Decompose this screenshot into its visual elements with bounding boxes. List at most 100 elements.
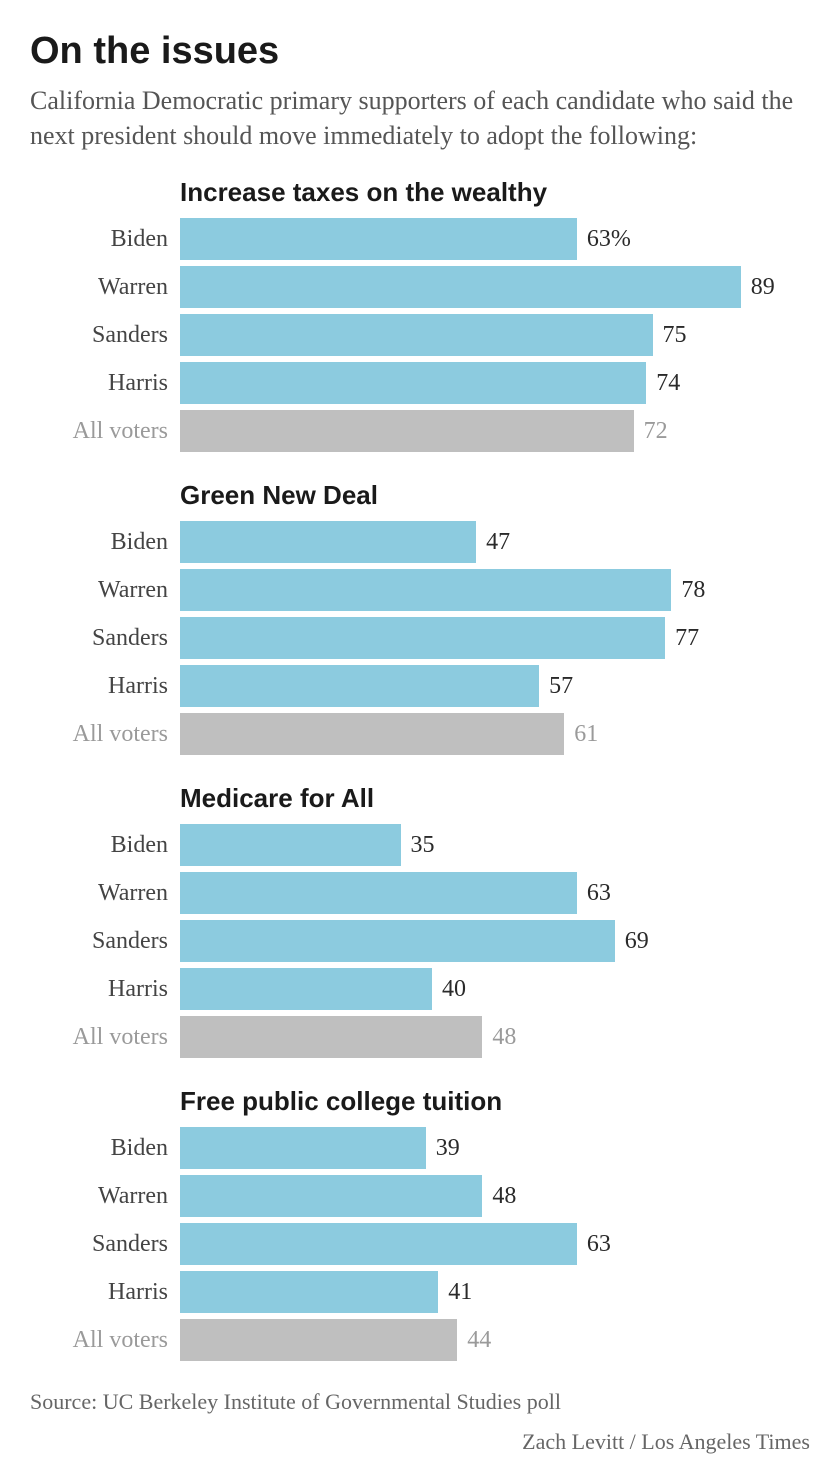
bar-row: Warren 78 xyxy=(30,569,810,611)
bar-row: All voters72 xyxy=(30,410,810,452)
bar-row: Warren 89 xyxy=(30,266,810,308)
chart-subtitle: California Democratic primary supporters… xyxy=(30,83,810,153)
bar-value: 48 xyxy=(492,1024,516,1051)
bar-label: Biden xyxy=(30,529,180,556)
bar-row: Harris 41 xyxy=(30,1271,810,1313)
bar-fill xyxy=(180,521,476,563)
bar-value: 57 xyxy=(549,673,573,700)
bar-row: Warren 63 xyxy=(30,872,810,914)
bar-row: Sanders69 xyxy=(30,920,810,962)
bar-label: Sanders xyxy=(30,322,180,349)
bar-fill xyxy=(180,362,646,404)
bar-label: Warren xyxy=(30,880,180,907)
bar-label: Sanders xyxy=(30,1231,180,1258)
bar-value: 35 xyxy=(411,832,435,859)
bar-value: 78 xyxy=(681,577,705,604)
source-line: Source: UC Berkeley Institute of Governm… xyxy=(30,1389,810,1415)
bar-fill xyxy=(180,1319,457,1361)
bar-track: 40 xyxy=(180,968,810,1010)
bar-label: Harris xyxy=(30,976,180,1003)
group-title: Green New Deal xyxy=(180,480,810,511)
bar-track: 41 xyxy=(180,1271,810,1313)
bar-track: 63% xyxy=(180,218,810,260)
bar-fill xyxy=(180,1127,426,1169)
bar-value: 63 xyxy=(587,880,611,907)
bar-value: 75 xyxy=(663,322,687,349)
bar-track: 48 xyxy=(180,1016,810,1058)
bar-track: 69 xyxy=(180,920,810,962)
bar-row: Sanders 63 xyxy=(30,1223,810,1265)
group-title: Increase taxes on the wealthy xyxy=(180,177,810,208)
bar-row: Biden 35 xyxy=(30,824,810,866)
bar-label: Warren xyxy=(30,274,180,301)
bar-label: Warren xyxy=(30,577,180,604)
chart-title: On the issues xyxy=(30,30,810,73)
bar-label: Warren xyxy=(30,1183,180,1210)
chart-group: Increase taxes on the wealthyBiden 63% War… xyxy=(30,177,810,452)
bar-track: 63 xyxy=(180,1223,810,1265)
bar-row: All voters61 xyxy=(30,713,810,755)
chart-group: Free public college tuitionBiden 39 Warren… xyxy=(30,1086,810,1361)
bar-row: Biden 39 xyxy=(30,1127,810,1169)
bar-fill xyxy=(180,617,665,659)
bar-fill xyxy=(180,665,539,707)
bar-track: 44 xyxy=(180,1319,810,1361)
bar-fill xyxy=(180,569,671,611)
bar-fill xyxy=(180,266,741,308)
bar-row: Harris 40 xyxy=(30,968,810,1010)
bar-track: 39 xyxy=(180,1127,810,1169)
bar-value: 39 xyxy=(436,1135,460,1162)
bar-label: Harris xyxy=(30,370,180,397)
bar-fill xyxy=(180,1175,482,1217)
bar-fill xyxy=(180,968,432,1010)
bar-track: 63 xyxy=(180,872,810,914)
bar-track: 74 xyxy=(180,362,810,404)
bar-value: 69 xyxy=(625,928,649,955)
bar-fill xyxy=(180,872,577,914)
bar-track: 57 xyxy=(180,665,810,707)
bar-row: Harris 57 xyxy=(30,665,810,707)
bar-row: Harris 74 xyxy=(30,362,810,404)
bar-value: 63 xyxy=(587,1231,611,1258)
chart-container: On the issues California Democratic prim… xyxy=(0,0,840,1475)
bar-track: 35 xyxy=(180,824,810,866)
bar-fill xyxy=(180,713,564,755)
bar-value: 48 xyxy=(492,1183,516,1210)
bar-label: All voters xyxy=(30,1327,180,1354)
bar-row: Sanders77 xyxy=(30,617,810,659)
bar-fill xyxy=(180,218,577,260)
bar-value: 89 xyxy=(751,274,775,301)
bar-fill xyxy=(180,314,653,356)
bar-label: Sanders xyxy=(30,625,180,652)
bar-value: 61 xyxy=(574,721,598,748)
bar-label: Biden xyxy=(30,226,180,253)
bar-track: 75 xyxy=(180,314,810,356)
bar-label: All voters xyxy=(30,1024,180,1051)
bar-row: All voters 48 xyxy=(30,1016,810,1058)
bar-row: Biden 63% xyxy=(30,218,810,260)
bar-value: 47 xyxy=(486,529,510,556)
bar-track: 72 xyxy=(180,410,810,452)
bar-track: 48 xyxy=(180,1175,810,1217)
bar-value: 63% xyxy=(587,226,631,253)
credit-line: Zach Levitt / Los Angeles Times xyxy=(30,1429,810,1455)
bar-row: Biden 47 xyxy=(30,521,810,563)
bar-track: 61 xyxy=(180,713,810,755)
bar-label: Biden xyxy=(30,832,180,859)
chart-groups: Increase taxes on the wealthyBiden63%War… xyxy=(30,177,810,1361)
bar-value: 40 xyxy=(442,976,466,1003)
bar-label: Harris xyxy=(30,1279,180,1306)
chart-group: Green New DealBiden 47 Warren 78 Sanders77 Ha… xyxy=(30,480,810,755)
group-title: Medicare for All xyxy=(180,783,810,814)
bar-value: 41 xyxy=(448,1279,472,1306)
bar-fill xyxy=(180,1271,438,1313)
bar-value: 74 xyxy=(656,370,680,397)
bar-track: 89 xyxy=(180,266,810,308)
bar-label: Biden xyxy=(30,1135,180,1162)
chart-group: Medicare for AllBiden 35 Warren 63 Sanders69… xyxy=(30,783,810,1058)
bar-track: 47 xyxy=(180,521,810,563)
bar-value: 72 xyxy=(644,418,668,445)
group-title: Free public college tuition xyxy=(180,1086,810,1117)
bar-fill xyxy=(180,824,401,866)
bar-label: Harris xyxy=(30,673,180,700)
